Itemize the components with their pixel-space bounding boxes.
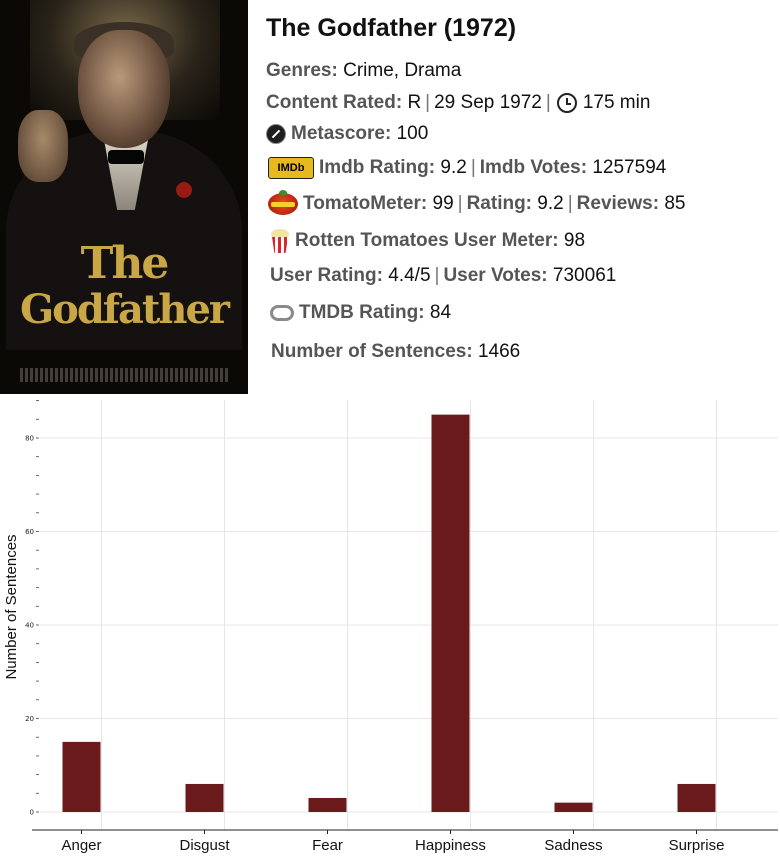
tomatometer-label: TomatoMeter: <box>303 193 428 214</box>
poster-logo-line2: Godfather <box>19 286 230 333</box>
imdb-rating-label: Imdb Rating: <box>319 157 436 178</box>
sentences-value: 1466 <box>477 341 521 362</box>
poster-logo-line1: The <box>80 238 170 289</box>
bar-happiness <box>431 414 470 812</box>
bar-layer <box>62 414 716 812</box>
tmdb-row: TMDB Rating: 84 <box>270 302 451 324</box>
runtime-value: 175 min <box>582 92 651 113</box>
tomatometer-value: 99 <box>432 193 454 214</box>
metascore-row: Metascore: 100 <box>266 123 428 145</box>
rt-rating-value: 9.2 <box>537 193 564 214</box>
poster-credits <box>20 368 230 382</box>
chart-svg: 0 20 40 60 80 Anger Disgust Fear Happiness Sadnes… <box>3 400 778 854</box>
genres-label: Genres: <box>266 60 338 81</box>
genres-row: Genres: Crime, Drama <box>266 60 461 82</box>
user-votes-label: User Votes: <box>443 265 548 286</box>
content-rated-value: R <box>407 92 422 113</box>
rt-rating-label: Rating: <box>466 193 533 214</box>
x-tick-label: Sadness <box>544 837 602 854</box>
clock-icon <box>556 93 577 113</box>
x-tick-label: Fear <box>312 837 343 854</box>
axis-layer: 0 20 40 60 80 Anger Disgust Fear Happiness Sadnes… <box>25 400 778 854</box>
y-axis-label: Number of Sentences <box>3 534 20 679</box>
separator: | <box>545 92 551 113</box>
reviews-label: Reviews: <box>576 193 660 214</box>
tmdb-icon <box>270 305 294 321</box>
y-tick-label: 80 <box>25 435 34 443</box>
rt-user-meter-label: Rotten Tomatoes User Meter: <box>295 230 559 251</box>
bar-fear <box>308 797 347 812</box>
imdb-logo-icon: IMDb <box>268 157 314 179</box>
rt-user-meter-value: 98 <box>563 230 586 251</box>
metacritic-icon <box>266 124 286 144</box>
bar-sadness <box>554 802 593 812</box>
tomatometer-row: TomatoMeter: 99 | Rating: 9.2 | Reviews:… <box>268 190 686 215</box>
y-tick-label: 60 <box>25 528 34 536</box>
release-date: 29 Sep 1972 <box>434 92 542 113</box>
separator: | <box>457 193 463 214</box>
tmdb-rating-label: TMDB Rating: <box>299 302 425 323</box>
user-rating-value: 4.4/5 <box>388 265 431 286</box>
tomato-icon <box>268 190 298 215</box>
imdb-votes-label: Imdb Votes: <box>479 157 588 178</box>
metascore-value: 100 <box>396 123 429 144</box>
separator: | <box>434 265 440 286</box>
popcorn-icon <box>270 229 290 253</box>
tmdb-rating-value: 84 <box>429 302 452 323</box>
y-tick-label: 20 <box>25 715 34 723</box>
content-rated-label: Content Rated: <box>266 92 403 113</box>
poster-bowtie <box>108 150 144 164</box>
bar-anger <box>62 741 101 812</box>
x-tick-label: Anger <box>61 837 101 854</box>
imdb-votes-value: 1257594 <box>592 157 667 178</box>
separator: | <box>567 193 573 214</box>
genres-value: Crime, Drama <box>343 60 462 81</box>
poster-hand <box>18 110 68 182</box>
popcorn-tub <box>272 237 288 253</box>
separator: | <box>425 92 431 113</box>
user-votes-value: 730061 <box>552 265 617 286</box>
y-tick-label: 40 <box>25 622 34 630</box>
metascore-label: Metascore: <box>291 123 392 144</box>
reviews-value: 85 <box>664 193 686 214</box>
popcorn-top <box>271 229 289 240</box>
y-tick-label: 0 <box>30 809 34 817</box>
imdb-rating-value: 9.2 <box>440 157 467 178</box>
imdb-row: IMDb Imdb Rating: 9.2 | Imdb Votes: 1257… <box>268 157 666 179</box>
rt-user-meter-row: Rotten Tomatoes User Meter: 98 <box>270 229 585 253</box>
user-rating-row: User Rating: 4.4/5 | User Votes: 730061 <box>270 265 616 287</box>
sentences-label: Number of Sentences: <box>271 341 473 362</box>
bar-disgust <box>185 783 224 812</box>
movie-poster: The Godfather <box>0 0 248 394</box>
poster-face <box>78 30 170 148</box>
grid-layer <box>40 400 778 830</box>
poster-rose <box>176 182 192 198</box>
emotion-bar-chart: 0 20 40 60 80 Anger Disgust Fear Happiness Sadnes… <box>0 394 780 860</box>
sentences-row: Number of Sentences: 1466 <box>271 341 520 363</box>
bar-surprise <box>677 783 716 812</box>
x-tick-label: Happiness <box>415 837 486 854</box>
separator: | <box>470 157 476 178</box>
content-row: Content Rated: R | 29 Sep 1972 | 175 min <box>266 92 650 114</box>
movie-info-panel: The Godfather (1972) Genres: Crime, Dram… <box>0 0 780 394</box>
x-tick-label: Disgust <box>179 837 230 854</box>
movie-title: The Godfather (1972) <box>266 14 517 42</box>
x-tick-label: Surprise <box>669 837 725 854</box>
user-rating-label: User Rating: <box>270 265 383 286</box>
